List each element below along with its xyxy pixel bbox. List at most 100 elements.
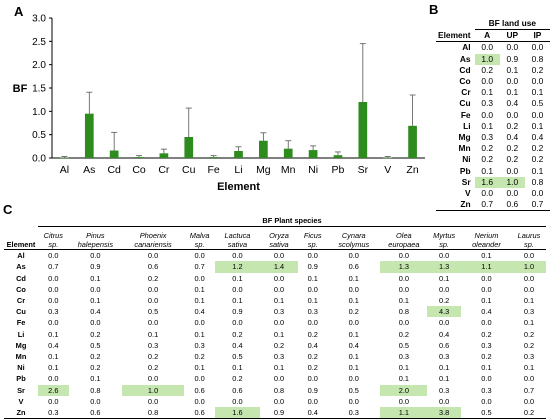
plant-species-value: 0.0 — [348, 284, 359, 294]
land-use-value: 1.6 — [474, 176, 500, 189]
panel-a-label: A — [14, 4, 24, 19]
species-header: Malva sp. — [184, 226, 216, 251]
plant-species-value: 0.4 — [48, 340, 59, 350]
plant-species-value: 0.3 — [439, 352, 450, 362]
land-use-value: 0.4 — [506, 132, 519, 143]
plant-species-value: 0.2 — [194, 352, 205, 362]
plant-species-row: Li 0.1 0.2 0.1 0.1 0.2 0.1 0.2 0.1 0.2 0.4 0.2 0.2 — [4, 329, 546, 340]
species-header: Pinus halepensis — [68, 226, 123, 251]
species-header: Ficus sp. — [298, 226, 328, 251]
plant-species-row: V 0.0 0.0 0.0 0.0 0.0 0.0 0.0 0.0 0.0 0.0 0.0 0.0 — [4, 396, 546, 407]
bar — [60, 157, 69, 159]
plant-species-value: 0.1 — [348, 296, 359, 306]
plant-species-value: 0.1 — [90, 296, 101, 306]
plant-species-value: 0.4 — [194, 307, 205, 317]
land-use-row: Cd 0.2 0.1 0.2 — [436, 65, 550, 76]
y-tick-label: 0.5 — [32, 130, 46, 141]
plant-species-value: 0.0 — [90, 318, 101, 328]
plant-species-row: Fe 0.0 0.0 0.0 0.0 0.0 0.0 0.0 0.0 0.0 0.0 0.0 0.1 — [4, 317, 546, 328]
plant-species-value: 0.1 — [273, 296, 285, 306]
plant-species-value: 0.5 — [147, 307, 159, 317]
x-tick-label: Cd — [107, 164, 121, 176]
land-use-value: 0.8 — [531, 53, 544, 64]
land-use-value: 0.1 — [531, 165, 544, 176]
plant-species-value: 0.2 — [147, 352, 159, 362]
plant-species-value: 0.3 — [273, 307, 285, 317]
land-use-value: 0.5 — [531, 98, 544, 109]
land-use-element: Ni — [462, 154, 471, 165]
plant-species-value: 0.1 — [194, 284, 205, 294]
plant-species-value: 0.2 — [147, 273, 159, 283]
plant-species-value: 0.1 — [48, 363, 59, 373]
land-use-value: 0.6 — [506, 199, 519, 210]
plant-species-element: Cd — [16, 273, 26, 283]
plant-species-value: 0.6 — [68, 407, 123, 419]
plant-species-value: 0.0 — [348, 251, 359, 261]
land-use-value: 0.7 — [531, 199, 544, 210]
plant-species-value: 0.2 — [523, 340, 535, 350]
plant-species-value: 0.2 — [481, 352, 492, 362]
plant-species-value: 0.0 — [90, 284, 101, 294]
plant-species-row: Ni 0.1 0.2 0.2 0.1 0.1 0.1 0.2 0.1 0.1 0.1 0.1 0.1 — [4, 362, 546, 373]
plant-species-value: 0.0 — [307, 396, 318, 406]
plant-species-value: 0.1 — [48, 352, 59, 362]
land-use-value: 0.2 — [506, 154, 519, 165]
land-use-element-header: Element — [436, 29, 475, 43]
plant-species-value: 0.0 — [232, 284, 243, 294]
land-use-element: Cd — [459, 64, 471, 75]
land-use-row: Fe 0.0 0.0 0.0 — [436, 110, 550, 121]
species-header: Cynara scolymus — [327, 226, 381, 251]
land-use-element: Mn — [458, 143, 471, 154]
plant-species-value: 0.2 — [511, 407, 546, 419]
plant-species-value: 2.6 — [38, 384, 69, 396]
plant-species-value: 0.2 — [90, 363, 101, 373]
land-use-value: 0.4 — [506, 98, 519, 109]
plant-species-value: 0.0 — [147, 374, 159, 384]
plant-species-value: 0.6 — [147, 262, 159, 272]
plant-species-row: Zn 0.3 0.6 0.8 0.6 1.6 0.9 0.4 0.3 1.1 3.8 0.5 0.2 — [4, 407, 546, 419]
species-header: Citrus sp. — [38, 226, 69, 251]
plant-species-value: 0.3 — [439, 385, 450, 395]
plant-species-value: 0.2 — [439, 296, 450, 306]
x-tick-label: Li — [234, 164, 242, 176]
plant-species-value: 0.8 — [273, 385, 285, 395]
land-use-element: Fe — [460, 109, 471, 120]
x-tick-label: Cr — [158, 164, 170, 176]
plant-species-row: Co 0.0 0.0 0.0 0.1 0.0 0.0 0.0 0.0 0.0 0.0 0.0 0.0 — [4, 284, 546, 295]
plant-species-value: 0.2 — [398, 329, 409, 339]
plant-species-value: 0.2 — [523, 329, 535, 339]
land-use-value: 0.1 — [481, 120, 493, 131]
bar — [383, 157, 393, 159]
plant-species-value: 0.0 — [48, 374, 59, 384]
land-use-value: 0.0 — [506, 42, 519, 53]
plant-species-value: 0.0 — [481, 284, 492, 294]
plant-species-row: Cu 0.3 0.4 0.5 0.4 0.9 0.3 0.3 0.2 0.8 4.3 0.4 0.3 — [4, 306, 546, 318]
x-tick-label: V — [384, 164, 391, 176]
x-tick-label: As — [83, 164, 95, 176]
land-use-row: Cr 0.1 0.1 0.1 — [436, 87, 550, 98]
plant-species-value: 0.4 — [298, 407, 328, 419]
plant-species-value: 1.4 — [259, 261, 299, 273]
plant-species-value: 0.1 — [232, 363, 243, 373]
species-header: Olea europaea — [380, 226, 428, 251]
land-use-row: As 1.0 0.9 0.8 — [436, 53, 550, 65]
plant-species-row: Cd 0.0 0.1 0.2 0.0 0.1 0.0 0.1 0.1 0.0 0.1 0.0 0.0 — [4, 273, 546, 284]
plant-species-value: 1.0 — [511, 261, 546, 273]
plant-species-element: Co — [16, 284, 26, 294]
plant-species-value: 0.0 — [481, 396, 492, 406]
land-use-value: 0.2 — [531, 143, 544, 154]
plant-species-value: 0.8 — [90, 385, 101, 395]
plant-species-value: 0.0 — [90, 396, 101, 406]
plant-species-value: 0.9 — [307, 262, 318, 272]
land-use-element: V — [465, 188, 471, 199]
plant-species-value: 0.0 — [232, 396, 243, 406]
plant-species-element: Mn — [15, 352, 27, 362]
land-use-value: 0.2 — [531, 64, 544, 75]
plant-species-value: 1.1 — [460, 261, 512, 273]
plant-species-value: 0.0 — [273, 251, 285, 261]
plant-species-value: 0.1 — [439, 374, 450, 384]
plant-species-value: 0.4 — [307, 340, 318, 350]
plant-species-value: 0.9 — [232, 307, 243, 317]
x-tick-label: Cu — [182, 164, 196, 176]
bar — [84, 113, 94, 158]
